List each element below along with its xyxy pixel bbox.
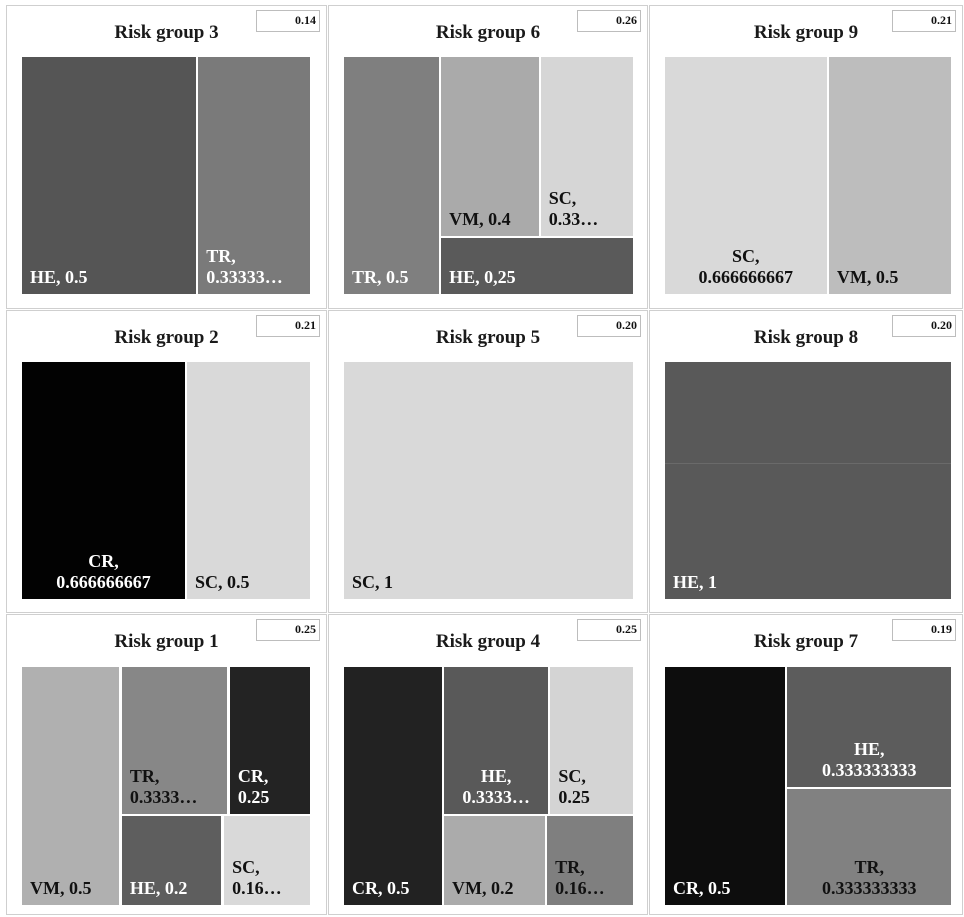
panel-title: Risk group 6 [435, 22, 541, 43]
panel-title: Risk group 2 [114, 327, 219, 348]
treemap-tile-he: HE, 0.333333333 [787, 667, 951, 787]
treemap-tile-tr: TR, 0.5 [344, 57, 440, 294]
treemap-tile-he: HE, 0.2 [121, 815, 222, 905]
tile-label: SC, 0.16… [232, 856, 282, 898]
panel-title: Risk group 4 [435, 631, 541, 652]
treemap-area: CR, 0.5 HE, 0.3333… SC, 0.25 VM, 0.2 TR, 0.1… [344, 667, 633, 905]
tile-label: SC, 0.666666667 [698, 246, 794, 287]
treemap-tile-sc: SC, 0.666666667 [665, 57, 827, 294]
panel-risk-group-4: Risk group 4 0.25 CR, 0.5 HE, 0.3333… SC, … [328, 614, 648, 915]
value-box: 0.26 [577, 10, 641, 32]
tile-label: SC, 0.5 [195, 572, 250, 592]
tile-label: CR, 0.5 [352, 878, 410, 898]
panel-risk-group-7: Risk group 7 0.19 CR, 0.5 HE, 0.333333333… [649, 614, 963, 915]
panel-title: Risk group 7 [753, 631, 859, 652]
treemap-area: TR, 0.5 VM, 0.4 SC, 0.33… HE, 0,25 [344, 57, 633, 294]
treemap-tile-tr: TR, 0.33333… [198, 57, 310, 294]
tile-label: TR, 0.33333… [206, 246, 283, 287]
panel-title: Risk group 5 [435, 327, 541, 348]
tile-label: HE, 0.2 [129, 877, 188, 898]
tile-label: HE, 0.5 [30, 267, 88, 287]
treemap-tile-he [665, 463, 951, 599]
treemap-tile-he: HE, 0,25 [441, 238, 633, 294]
panel-title: Risk group 3 [114, 22, 219, 43]
treemap-tile-sc: SC, 0.33… [540, 57, 633, 237]
treemap-area: CR, 0.666666667 SC, 0.5 [22, 362, 310, 599]
tile-label: VM, 0.2 [451, 878, 514, 898]
treemap-tile-vm: VM, 0.2 [443, 815, 546, 905]
tile-label: CR, 0.25 [237, 766, 270, 808]
treemap-area: CR, 0.5 HE, 0.333333333 TR, 0.333333333 [665, 667, 951, 905]
value-box: 0.20 [892, 315, 956, 337]
panel-risk-group-1: Risk group 1 0.25 VM, 0.5 TR, 0.3333… CR, … [6, 614, 327, 915]
panel-risk-group-8: Risk group 8 0.20 HE, 1 [649, 310, 963, 613]
value-box: 0.19 [892, 619, 956, 641]
treemap-tile-cr: CR, 0.25 [229, 667, 310, 815]
treemap-area: SC, 1 [344, 362, 633, 599]
tile-label: HE, 0.333333333 [821, 738, 917, 780]
panel-risk-group-2: Risk group 2 0.21 CR, 0.666666667 SC, 0.5 [6, 310, 327, 613]
tile-label: SC, 0.33… [548, 188, 599, 230]
treemap-tile-tr: TR, 0.3333… [121, 667, 228, 815]
treemap-tile-cr: CR, 0.666666667 [22, 362, 185, 599]
treemap-tile-cr: CR, 0.5 [665, 667, 786, 905]
tile-label: TR, 0.3333… [129, 766, 198, 808]
tile-label: SC, 1 [352, 572, 394, 592]
tile-label: VM, 0.4 [449, 209, 511, 230]
value-box: 0.25 [577, 619, 641, 641]
panel-title: Risk group 1 [114, 631, 219, 652]
tile-label: TR, 0.16… [555, 857, 605, 898]
treemap-tile-he: HE, 0.5 [22, 57, 196, 294]
treemap-area: HE, 1 [665, 362, 951, 599]
treemap-tile-cr: CR, 0.5 [344, 667, 442, 905]
treemap-tile-sc: SC, 0.5 [187, 362, 310, 599]
tile-label: HE, 0.3333… [462, 765, 530, 807]
treemap-grid: Risk group 3 0.14 HE, 0.5 TR, 0.33333… Ri… [6, 5, 964, 915]
panel-title: Risk group 8 [753, 327, 859, 348]
treemap-tile-vm: VM, 0.4 [441, 57, 539, 237]
panel-risk-group-9: Risk group 9 0.21 SC, 0.666666667 VM, 0.5 [649, 5, 963, 309]
panel-risk-group-3: Risk group 3 0.14 HE, 0.5 TR, 0.33333… [6, 5, 327, 309]
treemap-tile-sc: SC, 0.16… [224, 815, 310, 905]
tile-label: CR, 0.666666667 [56, 551, 151, 592]
tile-label: HE, 0,25 [449, 266, 516, 287]
value-box: 0.21 [256, 315, 320, 337]
tile-label: CR, 0.5 [673, 878, 731, 898]
treemap-tile-sc: SC, 1 [344, 362, 633, 599]
treemap-tile-vm: VM, 0.5 [22, 667, 120, 905]
value-box: 0.25 [256, 619, 320, 641]
treemap-tile-tr: TR, 0.16… [547, 815, 633, 905]
treemap-tile-vm: VM, 0.5 [828, 57, 951, 294]
value-box: 0.14 [256, 10, 320, 32]
value-box: 0.21 [892, 10, 956, 32]
panel-risk-group-5: Risk group 5 0.20 SC, 1 [328, 310, 648, 613]
tile-label: HE, 1 [673, 572, 718, 592]
treemap-tile-he-upper [665, 362, 951, 464]
treemap-area: VM, 0.5 TR, 0.3333… CR, 0.25 HE, 0.2 SC, 0.1… [22, 667, 310, 905]
value-box: 0.20 [577, 315, 641, 337]
treemap-area: SC, 0.666666667 VM, 0.5 [665, 57, 951, 294]
treemap-tile-sc: SC, 0.25 [550, 667, 633, 814]
tile-label: TR, 0.5 [352, 267, 409, 287]
panel-title: Risk group 9 [753, 22, 859, 43]
tile-label: TR, 0.333333333 [821, 856, 917, 898]
tile-label: VM, 0.5 [836, 267, 899, 287]
tile-label: SC, 0.25 [558, 765, 590, 807]
treemap-area: HE, 0.5 TR, 0.33333… [22, 57, 310, 294]
treemap-tile-he: HE, 0.3333… [443, 667, 549, 814]
treemap-tile-tr: TR, 0.333333333 [787, 788, 951, 905]
panel-risk-group-6: Risk group 6 0.26 TR, 0.5 VM, 0.4 SC, 0.33… [328, 5, 648, 309]
tile-label: VM, 0.5 [30, 878, 92, 898]
